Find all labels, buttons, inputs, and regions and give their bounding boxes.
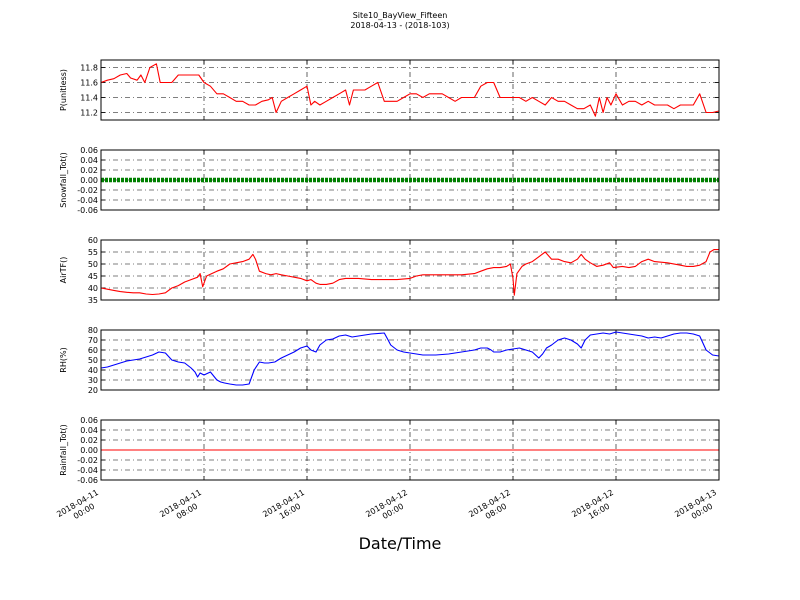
y-tick-label: -0.02	[77, 186, 98, 195]
figure-title: Site10_BayView_Fifteen	[352, 11, 448, 20]
plot-frame	[100, 239, 720, 301]
y-tick-label: 11.2	[80, 109, 98, 118]
y-axis-label: Snowfall_Tot()	[59, 152, 68, 208]
series-line	[100, 331, 720, 386]
y-tick-label: 55	[88, 248, 98, 257]
y-axis-label: RH(%)	[59, 347, 68, 372]
y-tick-label: 0.06	[80, 146, 98, 155]
y-tick-label: 40	[88, 366, 98, 375]
plot-frame	[100, 149, 720, 211]
y-tick-label: 0.02	[80, 166, 98, 175]
x-axis-label: Date/Time	[358, 534, 442, 553]
y-tick-label: 0.04	[80, 156, 98, 165]
plot-frame	[100, 419, 720, 481]
y-tick-label: 80	[88, 326, 98, 335]
plot-frame	[100, 59, 720, 121]
y-tick-label: 0.06	[80, 416, 98, 425]
y-tick-label: 50	[88, 356, 98, 365]
y-tick-label: 11.4	[80, 94, 98, 103]
y-tick-label: -0.02	[77, 456, 98, 465]
y-tick-label: 30	[88, 376, 98, 385]
y-tick-label: -0.04	[77, 196, 98, 205]
y-tick-label: 11.6	[80, 79, 98, 88]
y-tick-label: 0.00	[80, 446, 98, 455]
y-tick-label: 0.04	[80, 426, 98, 435]
y-tick-label: -0.06	[77, 206, 98, 215]
y-tick-label: 0.02	[80, 436, 98, 445]
y-tick-label: 45	[88, 272, 98, 281]
series-line	[100, 63, 720, 117]
y-tick-label: 0.00	[80, 176, 98, 185]
y-tick-label: 40	[88, 284, 98, 293]
plot-frame	[100, 329, 720, 391]
y-axis-label: Rainfall_Tot()	[59, 424, 68, 476]
y-tick-label: 60	[88, 236, 98, 245]
y-tick-label: 60	[88, 346, 98, 355]
y-tick-label: -0.04	[77, 466, 98, 475]
y-axis-label: AirTF()	[59, 257, 68, 284]
y-axis-label: P(unitless)	[59, 69, 68, 111]
y-tick-label: 70	[88, 336, 98, 345]
y-tick-label: 50	[88, 260, 98, 269]
y-tick-label: 20	[88, 386, 98, 395]
series-line	[100, 249, 719, 296]
figure-subtitle: 2018-04-13 - (2018-103)	[350, 21, 450, 30]
y-tick-label: -0.06	[77, 476, 98, 485]
y-tick-label: 11.8	[80, 64, 98, 73]
y-tick-label: 35	[88, 296, 98, 305]
